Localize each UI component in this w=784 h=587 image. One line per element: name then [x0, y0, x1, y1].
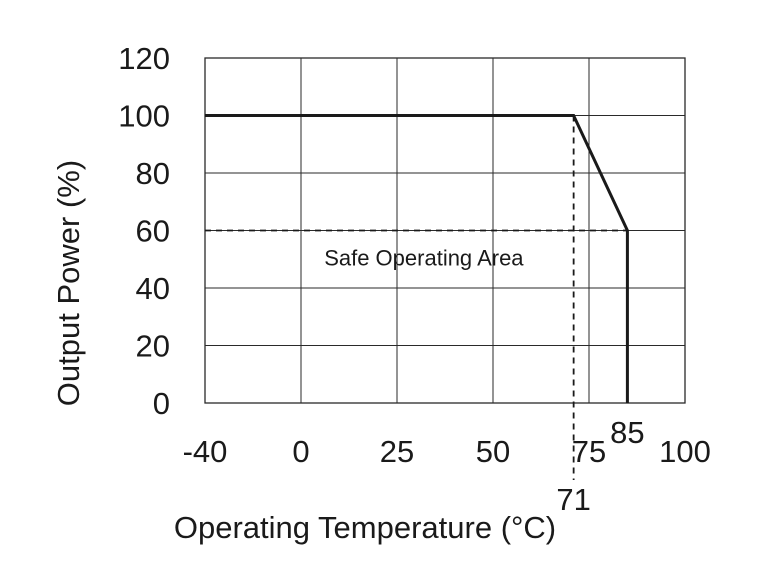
- annotations: Safe Operating Area 71 85: [324, 245, 644, 517]
- derating-curve: [205, 114, 629, 403]
- x-tick-label: 100: [659, 434, 711, 469]
- annotation-85: 85: [610, 415, 644, 450]
- y-tick-labels: 0 20 40 60 80 100 120: [118, 41, 170, 421]
- x-tick-label: -40: [183, 434, 228, 469]
- y-tick-label: 80: [136, 156, 170, 191]
- x-axis-title: Operating Temperature (°C): [174, 510, 556, 545]
- series-layer: [205, 114, 629, 403]
- x-tick-labels: -40 0 25 50 75 100: [183, 434, 711, 469]
- y-axis-title: Output Power (%): [51, 160, 86, 406]
- y-tick-label: 40: [136, 271, 170, 306]
- x-tick-label: 75: [572, 434, 606, 469]
- y-tick-label: 60: [136, 214, 170, 249]
- x-tick-label: 0: [292, 434, 309, 469]
- y-tick-label: 0: [153, 386, 170, 421]
- x-tick-label: 25: [380, 434, 414, 469]
- reference-lines: [205, 115, 628, 480]
- y-tick-label: 20: [136, 329, 170, 364]
- y-tick-label: 120: [118, 41, 170, 76]
- y-tick-label: 100: [118, 99, 170, 134]
- annotation-safe-operating-area: Safe Operating Area: [324, 245, 524, 270]
- x-tick-label: 50: [476, 434, 510, 469]
- annotation-71: 71: [556, 482, 590, 517]
